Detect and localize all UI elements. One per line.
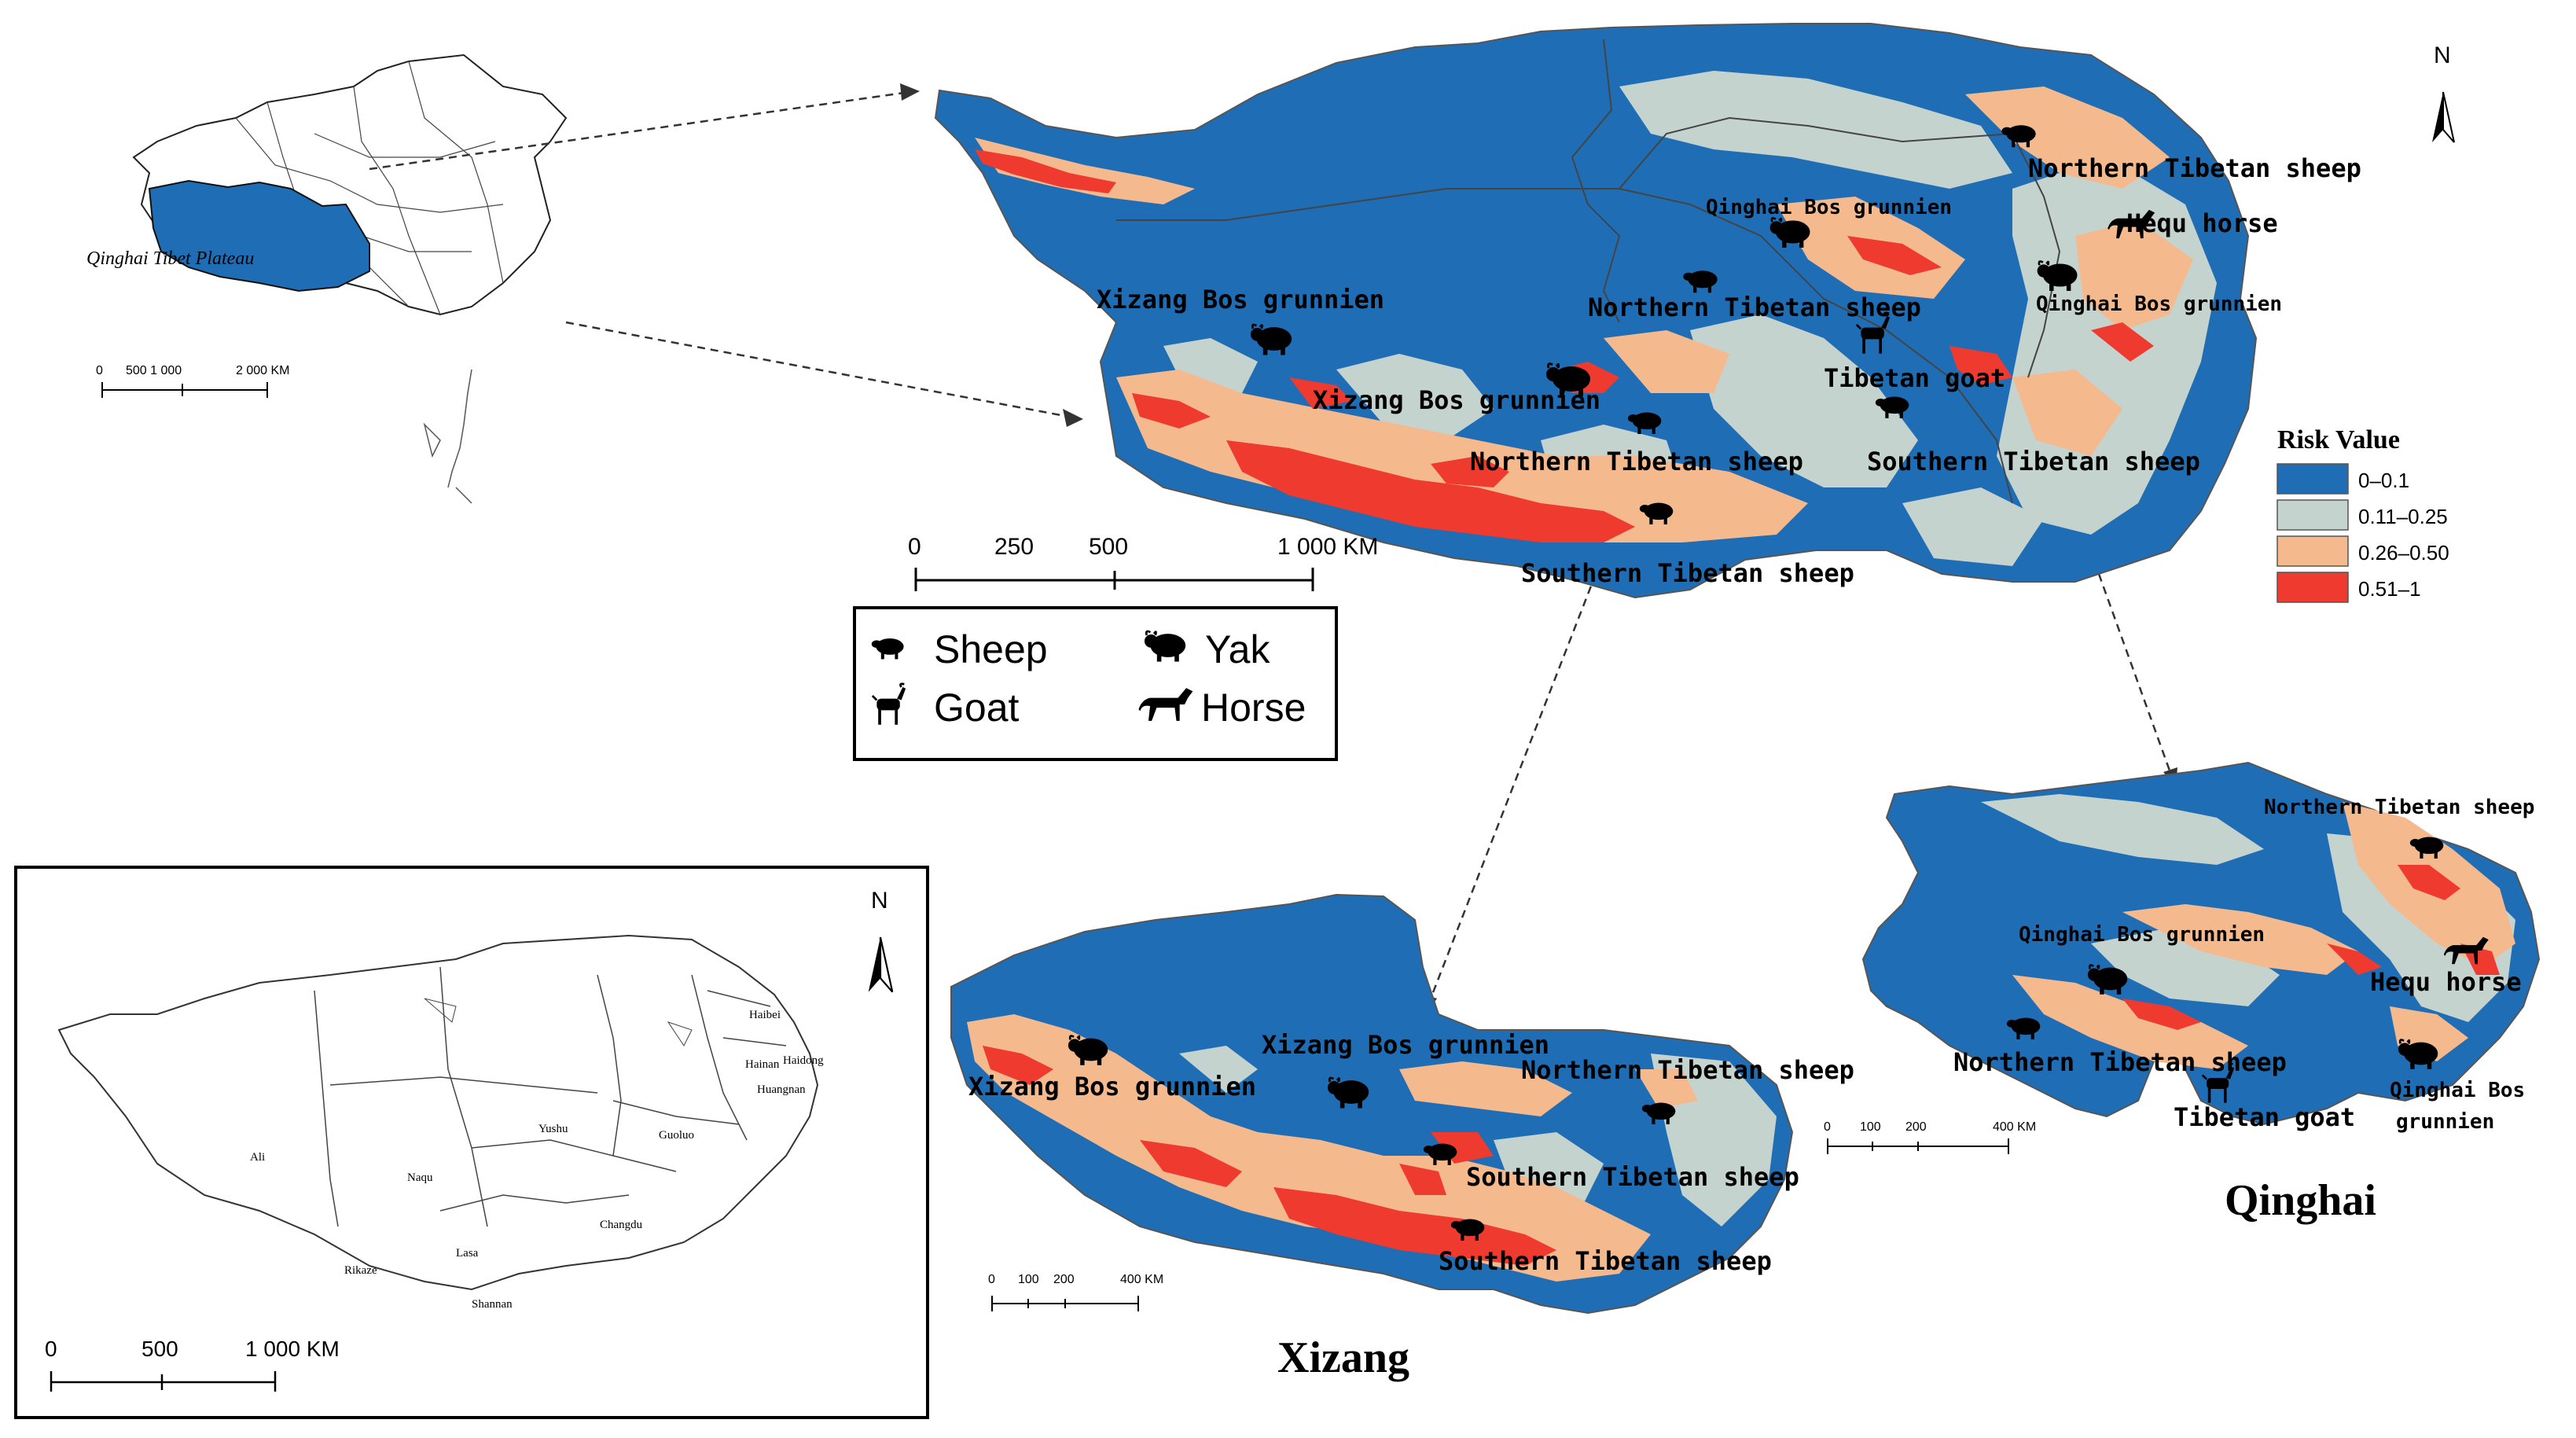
xizang-risk-map: Xizang Bos grunnien Xizang Bos grunnien … bbox=[950, 893, 1854, 1382]
label-northern-tibetan-sheep-south: Northern Tibetan sheep bbox=[1470, 447, 1803, 476]
label-northern-tibetan-sheep-ne: Northern Tibetan sheep bbox=[2028, 153, 2361, 183]
risk-label-2: 0.11–0.25 bbox=[2358, 505, 2448, 528]
risk-swatch-2 bbox=[2277, 499, 2349, 531]
xizang-label-southern-sheep-1: Southern Tibetan sheep bbox=[1466, 1162, 1799, 1192]
prefecture-map-panel: Haibei Hainan Haidong Huangnan Yushu Guo… bbox=[14, 866, 929, 1419]
prefecture-ali: Ali bbox=[250, 1151, 265, 1164]
label-qinghai-bos-east: Qinghai Bos grunnien bbox=[2036, 292, 2282, 316]
xizang-label-southern-sheep-2: Southern Tibetan sheep bbox=[1439, 1246, 1772, 1276]
xizang-title: Xizang bbox=[1277, 1333, 1409, 1382]
legend-goat-label: Goat bbox=[934, 686, 1020, 730]
label-southern-tibetan-sheep-east: Southern Tibetan sheep bbox=[1867, 447, 2200, 476]
china-scale-bar: 0 500 1 000 2 000 KM bbox=[96, 364, 289, 398]
label-xizang-bos-center: Xizang Bos grunnien bbox=[1313, 385, 1600, 415]
prefecture-haidong: Haidong bbox=[783, 1054, 824, 1067]
xizang-label-bos-center: Xizang Bos grunnien bbox=[1262, 1030, 1549, 1060]
prefecture-guoluo: Guoluo bbox=[659, 1129, 694, 1142]
xizang-label-northern-sheep: Northern Tibetan sheep bbox=[1521, 1055, 1854, 1085]
main-risk-map bbox=[934, 23, 2258, 599]
label-southern-tibetan-sheep-south: Southern Tibetan sheep bbox=[1521, 558, 1854, 588]
main-scale-0: 0 bbox=[908, 534, 921, 560]
main-scale-250: 250 bbox=[994, 534, 1034, 560]
prefecture-rikaze: Rikaze bbox=[344, 1264, 377, 1277]
china-scale-500: 500 1 000 bbox=[126, 364, 182, 377]
qinghai-label-tibetan-goat: Tibetan goat bbox=[2174, 1102, 2355, 1132]
qinghai-title: Qinghai bbox=[2225, 1176, 2376, 1225]
risk-label-4: 0.51–1 bbox=[2358, 577, 2421, 601]
china-scale-0: 0 bbox=[96, 364, 103, 377]
risk-value-legend: Risk Value 0–0.1 0.11–0.25 0.26–0.50 0.5… bbox=[2277, 425, 2449, 603]
main-north-arrow: N bbox=[2431, 42, 2455, 143]
label-hequ-horse: Hequ horse bbox=[2126, 208, 2278, 238]
xizang-scale-200: 200 bbox=[1053, 1273, 1075, 1286]
qinghai-label-hequ-horse: Hequ horse bbox=[2370, 967, 2522, 997]
risk-label-3: 0.26–0.50 bbox=[2358, 541, 2449, 565]
prefecture-scale-500: 500 bbox=[141, 1337, 178, 1361]
qinghai-tibet-plateau-region bbox=[148, 179, 370, 292]
main-map-boundaries bbox=[1116, 39, 2061, 504]
qinghai-label-bos-east-2: grunnien bbox=[2396, 1110, 2494, 1134]
risk-swatch-1 bbox=[2277, 463, 2349, 495]
xizang-scale-0: 0 bbox=[988, 1273, 995, 1286]
animal-legend: Sheep Yak Goat Horse bbox=[853, 606, 1338, 761]
main-north-letter: N bbox=[2434, 42, 2451, 68]
prefecture-boundaries bbox=[314, 966, 787, 1227]
label-qinghai-bos-center: Qinghai Bos grunnien bbox=[1706, 196, 1952, 219]
risk-label-1: 0–0.1 bbox=[2358, 469, 2409, 492]
prefecture-naqu: Naqu bbox=[407, 1171, 433, 1184]
prefecture-changdu: Changdu bbox=[600, 1219, 643, 1231]
qinghai-label-northern-sheep-ne: Northern Tibetan sheep bbox=[2264, 796, 2534, 819]
legend-horse-label: Horse bbox=[1201, 686, 1306, 730]
qinghai-scale-0: 0 bbox=[1824, 1120, 1831, 1134]
china-islands bbox=[423, 369, 472, 504]
xizang-risk-moderate bbox=[967, 1014, 1698, 1282]
main-scale-bar: 0 250 500 1 000 KM bbox=[908, 534, 1378, 591]
xizang-scale-100: 100 bbox=[1018, 1273, 1039, 1286]
qinghai-scale-400: 400 KM bbox=[1993, 1120, 2036, 1134]
xizang-risk-high bbox=[983, 1046, 1556, 1266]
plateau-label: Qinghai Tibet Plateau bbox=[86, 248, 254, 269]
prefecture-yushu: Yushu bbox=[538, 1123, 568, 1135]
china-scale-2000: 2 000 KM bbox=[236, 364, 289, 377]
main-map-labels: Northern Tibetan sheep Qinghai Bos grunn… bbox=[1097, 153, 2361, 588]
qinghai-scale-100: 100 bbox=[1860, 1120, 1881, 1134]
legend-sheep-label: Sheep bbox=[934, 627, 1048, 671]
prefecture-hainan: Hainan bbox=[745, 1058, 780, 1071]
prefecture-shannan: Shannan bbox=[472, 1298, 513, 1311]
prefecture-scale-0: 0 bbox=[45, 1337, 57, 1361]
label-tibetan-goat: Tibetan goat bbox=[1824, 363, 2005, 393]
qinghai-label-bos-center: Qinghai Bos grunnien bbox=[2019, 923, 2265, 947]
risk-swatch-3 bbox=[2277, 535, 2349, 567]
prefecture-lasa: Lasa bbox=[456, 1247, 479, 1260]
main-scale-500: 500 bbox=[1089, 534, 1128, 560]
prefecture-scale-1000: 1 000 KM bbox=[245, 1337, 340, 1361]
qinghai-scale-200: 200 bbox=[1905, 1120, 1927, 1134]
risk-legend-title: Risk Value bbox=[2277, 425, 2400, 454]
label-northern-tibetan-sheep-center: Northern Tibetan sheep bbox=[1588, 292, 1921, 322]
risk-swatch-4 bbox=[2277, 572, 2349, 603]
prefecture-north-letter: N bbox=[871, 888, 888, 914]
legend-yak-label: Yak bbox=[1205, 627, 1270, 671]
prefecture-huangnan: Huangnan bbox=[757, 1083, 806, 1096]
qinghai-label-bos-east-1: Qinghai Bos bbox=[2390, 1079, 2525, 1102]
qinghai-label-northern-sheep: Northern Tibetan sheep bbox=[1953, 1047, 2287, 1077]
prefecture-haibei: Haibei bbox=[749, 1009, 781, 1021]
connector-arrows bbox=[369, 91, 2171, 999]
lakes bbox=[424, 998, 693, 1046]
xizang-label-bos-west: Xizang Bos grunnien bbox=[968, 1072, 1256, 1101]
label-xizang-bos-west: Xizang Bos grunnien bbox=[1097, 285, 1384, 314]
xizang-scale-400: 400 KM bbox=[1120, 1273, 1163, 1286]
china-inset-map: Qinghai Tibet Plateau 0 500 1 000 2 000 … bbox=[86, 53, 568, 504]
main-scale-1000: 1 000 KM bbox=[1277, 534, 1378, 560]
risk-zone-high bbox=[975, 149, 2154, 542]
prefecture-outline bbox=[57, 934, 819, 1291]
qinghai-risk-map: Northern Tibetan sheep Qinghai Bos grunn… bbox=[1824, 761, 2541, 1225]
